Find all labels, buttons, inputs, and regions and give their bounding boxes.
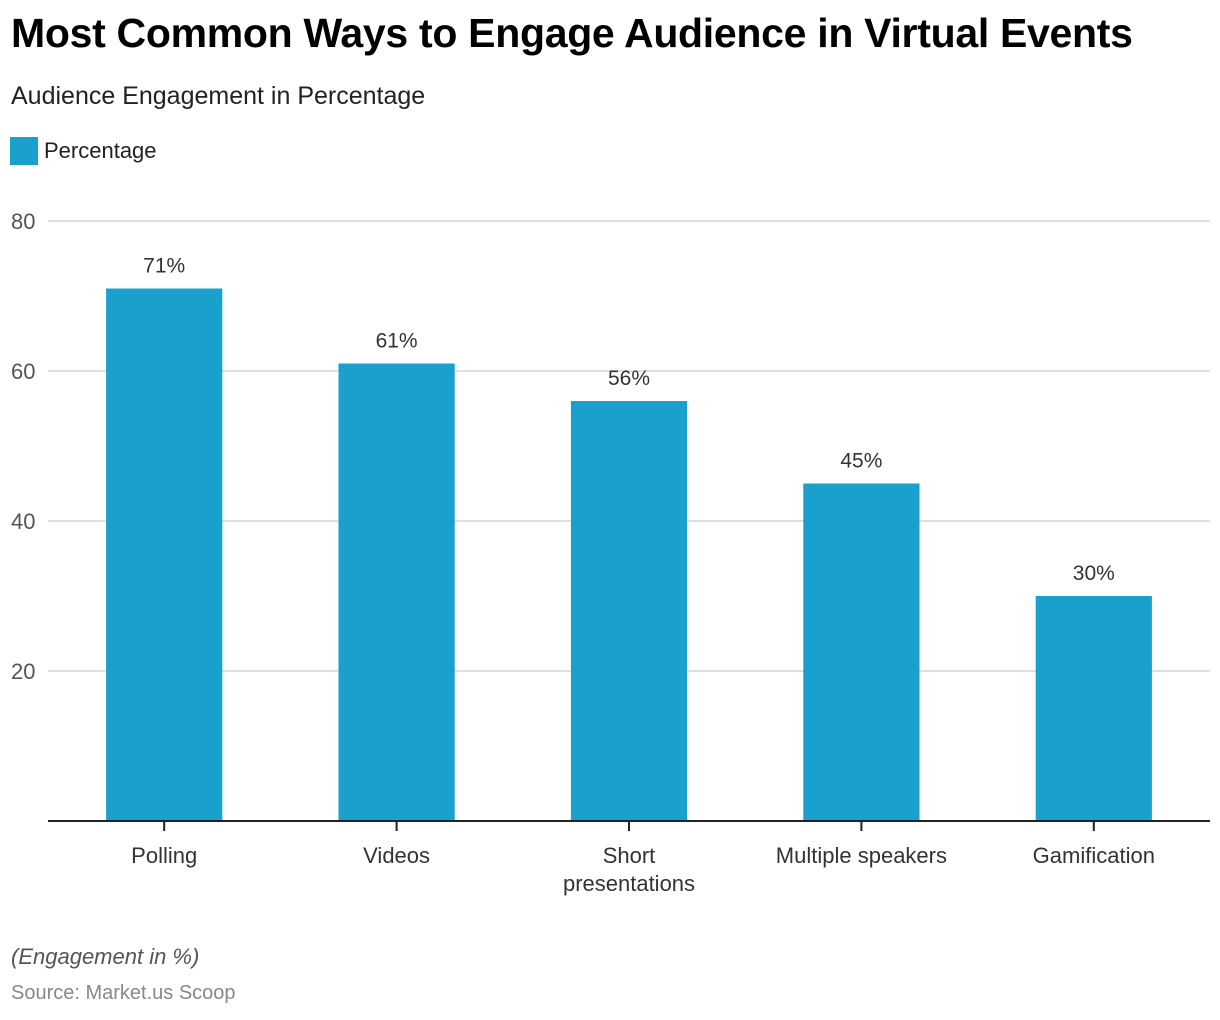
legend-label: Percentage [44,138,157,163]
chart-subtitle: Audience Engagement in Percentage [11,82,426,110]
data-label: 71% [143,255,185,278]
legend: Percentage [10,137,157,165]
bar [803,483,920,821]
bar [570,401,688,821]
legend-swatch [10,137,38,165]
footnote: (Engagement in %) [11,944,200,969]
x-category-label-line: Gamification [1033,843,1155,868]
x-category-label: Videos [363,843,430,868]
bar [1035,596,1152,821]
x-category-label: Polling [131,843,197,868]
y-tick-label: 80 [11,209,35,234]
y-tick-label: 40 [11,509,35,534]
x-category-label: Gamification [1033,843,1155,868]
x-category-label-line: Videos [363,843,430,868]
data-label: 45% [840,450,882,473]
chart-title: Most Common Ways to Engage Audience in V… [11,10,1133,56]
bar [338,363,455,821]
bar [106,288,223,821]
x-category-label-line: Multiple speakers [776,843,947,868]
y-tick-label: 60 [11,359,35,384]
data-label: 30% [1073,562,1115,585]
x-category-label: Multiple speakers [776,843,947,868]
data-label: 56% [608,367,650,390]
x-category-label: Short presentations [563,843,695,896]
x-category-label-line: Short [603,843,656,868]
data-label: 61% [376,330,418,353]
x-category-label-line: presentations [563,871,695,896]
y-tick-label: 20 [11,659,35,684]
x-category-label-line: Polling [131,843,197,868]
source-text: Source: Market.us Scoop [11,982,236,1004]
